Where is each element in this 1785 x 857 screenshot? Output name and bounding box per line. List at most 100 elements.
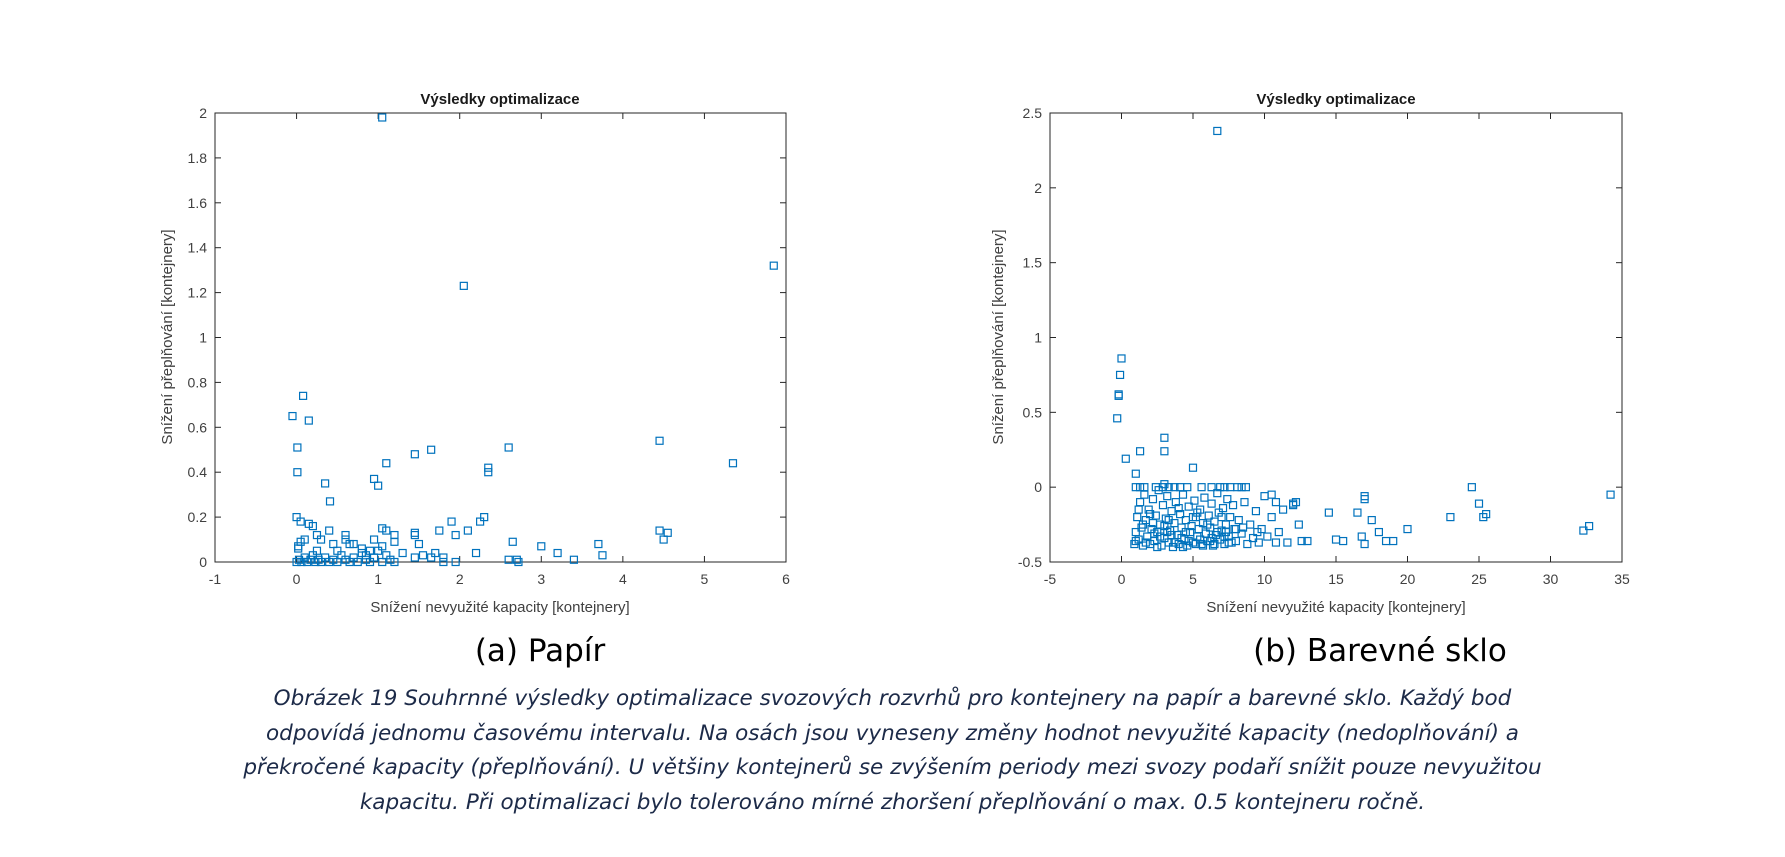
data-point xyxy=(512,555,521,564)
data-point xyxy=(1194,524,1203,534)
data-point xyxy=(298,391,308,400)
x-tick-label: -5 xyxy=(1044,571,1057,587)
data-point xyxy=(1178,490,1188,499)
data-point xyxy=(1213,126,1222,136)
plot-frame xyxy=(1049,112,1623,563)
data-point xyxy=(410,553,419,562)
data-point xyxy=(1260,492,1269,501)
data-point xyxy=(484,468,493,477)
data-point xyxy=(300,535,309,544)
chart-title: Výsledky optimalizace xyxy=(420,91,579,108)
data-point xyxy=(1218,504,1228,513)
data-point xyxy=(1184,502,1193,511)
data-point xyxy=(374,481,383,490)
data-point xyxy=(1221,527,1230,537)
data-point xyxy=(659,535,668,544)
data-point xyxy=(390,557,399,567)
y-axis-label: Snížení přeplňování [kontejnery] xyxy=(990,229,1007,444)
data-point xyxy=(1585,521,1594,531)
x-axis-label: Snížení nevyužité kapacity [kontejnery] xyxy=(1206,599,1465,616)
data-point xyxy=(1246,520,1255,529)
data-point xyxy=(1224,538,1233,547)
data-point xyxy=(1234,515,1243,525)
y-tick-label: 1.4 xyxy=(188,240,208,256)
data-point xyxy=(382,526,391,535)
data-point xyxy=(1217,526,1226,535)
data-point xyxy=(1353,508,1362,517)
chart-title: Výsledky optimalizace xyxy=(1256,91,1415,108)
data-point xyxy=(471,548,481,558)
data-point xyxy=(1170,538,1179,547)
data-point xyxy=(569,555,579,564)
data-point xyxy=(1271,498,1281,507)
data-point xyxy=(1203,520,1212,529)
data-point xyxy=(341,530,350,540)
data-point xyxy=(1228,501,1238,510)
data-point xyxy=(1248,533,1258,543)
data-point xyxy=(598,551,607,560)
x-tick-label: 2 xyxy=(456,571,464,587)
y-tick-label: 0.5 xyxy=(1023,404,1043,420)
data-point xyxy=(427,445,436,454)
data-point xyxy=(1163,527,1172,537)
data-point xyxy=(316,535,326,544)
x-tick-label: 25 xyxy=(1471,571,1487,587)
data-point xyxy=(1220,532,1229,541)
x-tick-label: 0 xyxy=(1118,571,1126,587)
data-point xyxy=(293,443,302,452)
data-point xyxy=(1278,505,1288,514)
y-tick-label: 1.6 xyxy=(188,195,208,211)
data-point xyxy=(663,528,672,537)
data-point xyxy=(1357,532,1366,541)
scatter-chart-paper: Výsledky optimalizace Snížení nevyužité … xyxy=(159,91,790,616)
y-tick-label: 1.8 xyxy=(188,150,208,166)
data-point xyxy=(1381,536,1391,546)
data-point xyxy=(1153,542,1162,552)
data-point xyxy=(306,555,315,564)
data-point xyxy=(1216,483,1225,492)
figure-caption: Obrázek 19 Souhrnné výsledky optimalizac… xyxy=(60,682,1725,820)
data-point xyxy=(1339,536,1348,546)
data-point xyxy=(321,479,330,488)
data-point xyxy=(1389,536,1398,546)
data-point xyxy=(1174,504,1183,513)
data-point xyxy=(1138,520,1148,529)
data-point xyxy=(1360,495,1369,504)
y-tick-label: 0.4 xyxy=(188,464,208,480)
y-tick-label: 1 xyxy=(199,330,207,346)
data-point xyxy=(398,548,407,558)
data-point xyxy=(1288,499,1298,508)
data-point xyxy=(1254,538,1263,547)
data-point xyxy=(1374,527,1384,537)
data-point xyxy=(1214,508,1223,517)
data-point xyxy=(1158,501,1168,510)
data-point xyxy=(451,530,460,540)
data-point xyxy=(728,459,738,468)
data-point xyxy=(1271,538,1281,547)
data-point xyxy=(1274,527,1283,537)
data-point xyxy=(553,548,562,558)
data-point xyxy=(1474,499,1484,508)
data-point xyxy=(378,542,387,551)
caption-line: odpovídá jednomu časovému intervalu. Na … xyxy=(266,720,1519,746)
y-tick-label: 0 xyxy=(1034,479,1042,495)
data-point xyxy=(451,557,460,567)
y-tick-label: 2.5 xyxy=(1023,105,1043,121)
data-point xyxy=(300,553,309,562)
data-point xyxy=(1166,526,1175,535)
data-point xyxy=(329,539,338,549)
data-point xyxy=(308,521,317,531)
data-point xyxy=(1141,538,1150,547)
data-point xyxy=(1171,498,1180,507)
data-point xyxy=(1196,535,1205,544)
data-point xyxy=(1467,483,1476,492)
x-tick-label: -1 xyxy=(209,571,222,587)
y-tick-label: 0.2 xyxy=(188,509,208,525)
x-tick-label: 5 xyxy=(1189,571,1197,587)
data-point xyxy=(1331,535,1341,544)
data-point xyxy=(1156,532,1165,541)
data-point xyxy=(1207,483,1216,492)
data-point xyxy=(1186,527,1195,537)
data-point xyxy=(459,281,468,290)
data-point xyxy=(594,539,603,549)
